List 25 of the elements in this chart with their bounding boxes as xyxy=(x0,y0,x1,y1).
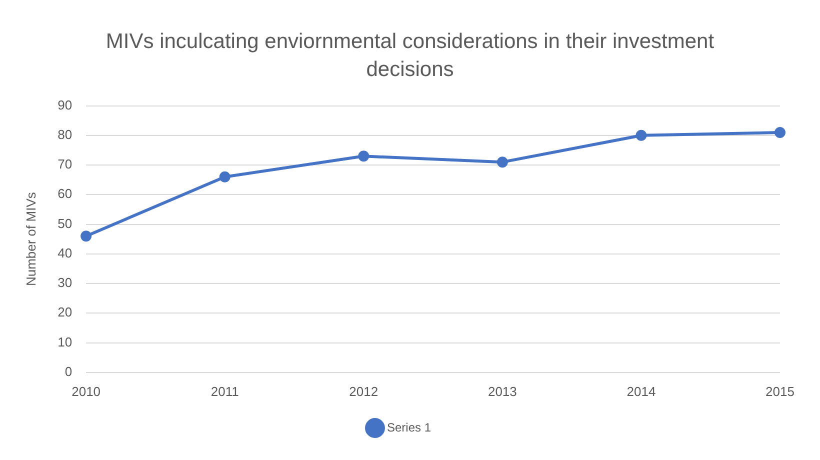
x-tick-label: 2012 xyxy=(349,384,378,399)
x-tick-label: 2011 xyxy=(210,384,239,399)
y-tick-label: 80 xyxy=(58,127,72,142)
point xyxy=(496,156,508,168)
x-tick-label: 2013 xyxy=(488,384,517,399)
y-tick-label: 40 xyxy=(58,245,72,260)
point xyxy=(774,126,786,138)
y-tick-label: 30 xyxy=(58,275,72,290)
point xyxy=(636,130,647,141)
y-tick-label: 20 xyxy=(58,304,72,320)
point xyxy=(219,171,230,182)
y-tick-label: 70 xyxy=(58,156,72,172)
y-tick-label: 0 xyxy=(64,364,72,379)
chart-title: MIVs inculcating enviornmental considerations in their investment decisions xyxy=(104,29,716,83)
x-tick-label: 2010 xyxy=(72,384,101,399)
point xyxy=(358,150,370,162)
legend-label: Series 1 xyxy=(386,420,432,434)
point xyxy=(80,230,92,242)
y-tick-label: 60 xyxy=(58,186,72,202)
y-tick-label: 50 xyxy=(58,216,72,231)
y-tick-label: 90 xyxy=(58,97,72,112)
y-tick-label: 10 xyxy=(58,334,72,350)
x-tick-label: 2014 xyxy=(626,384,656,399)
x-tick-label: 2015 xyxy=(766,384,794,399)
y-axis-title: Number of MIVs xyxy=(23,192,38,286)
